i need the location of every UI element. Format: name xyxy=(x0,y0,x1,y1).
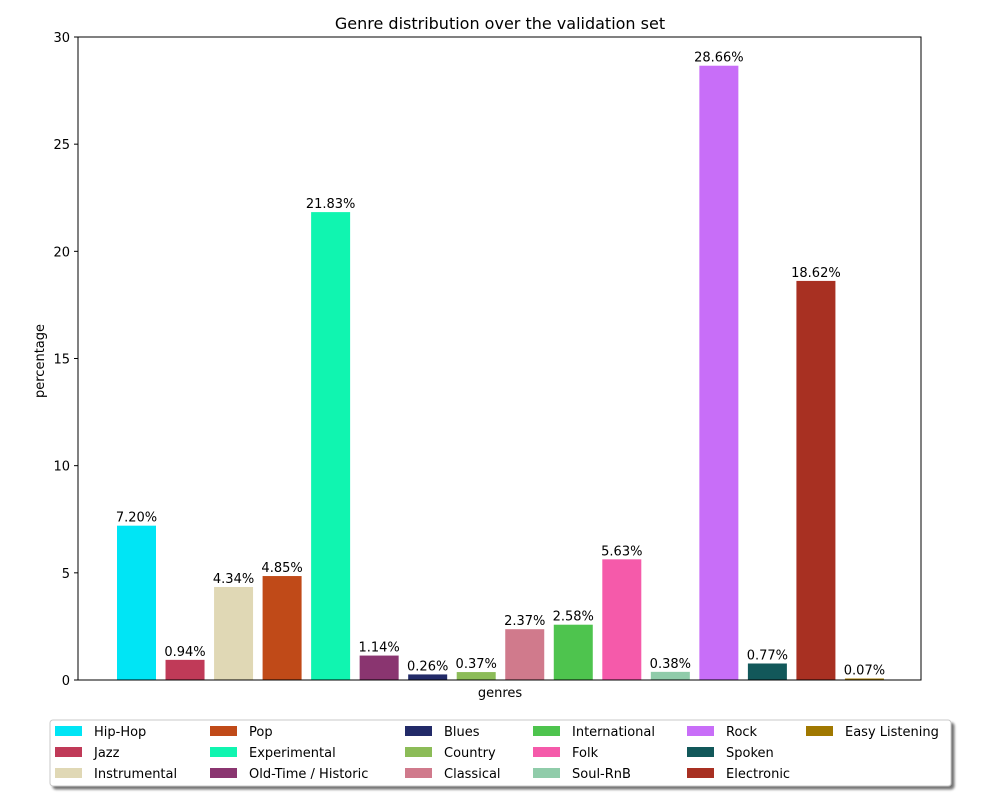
bar-classical xyxy=(505,629,545,680)
legend: Hip-Hop Jazz Instrumental Pop Experimental Ol… xyxy=(49,719,952,787)
bar-country xyxy=(456,672,496,680)
legend-label-easy-listening: Easy Listening xyxy=(845,725,939,740)
legend-label-electronic: Electronic xyxy=(726,767,790,782)
legend-label-folk: Folk xyxy=(572,746,599,761)
bar-value-label-rock: 28.66% xyxy=(694,51,744,66)
bar-rock xyxy=(699,65,739,681)
legend-label-pop: Pop xyxy=(249,725,273,740)
legend-label-hip-hop: Hip-Hop xyxy=(94,725,146,740)
bar-value-label-country: 0.37% xyxy=(456,657,497,672)
bar-value-label-soul-rnb: 0.38% xyxy=(650,657,691,672)
bar-spoken xyxy=(747,663,787,680)
y-axis: 0 5 10 15 20 25 30 xyxy=(53,31,78,689)
legend-swatch-soul-rnb xyxy=(533,768,560,778)
value-label-group: 7.20% 0.94% 4.34% 4.85% 21.83% 1.14% 0.26% 0.37… xyxy=(116,51,885,679)
bar-instrumental xyxy=(214,586,254,680)
y-tick-label: 5 xyxy=(62,567,70,582)
legend-swatch-jazz xyxy=(55,747,82,757)
bar-value-label-instrumental: 4.34% xyxy=(213,572,254,587)
bar-old-time-historic xyxy=(359,655,399,680)
legend-swatch-electronic xyxy=(687,768,714,778)
legend-swatch-blues xyxy=(405,726,432,736)
bar-value-label-experimental: 21.83% xyxy=(306,197,356,212)
y-tick-label: 25 xyxy=(53,138,70,153)
y-axis-label: percentage xyxy=(33,324,48,398)
legend-label-instrumental: Instrumental xyxy=(94,767,177,782)
legend-swatch-pop xyxy=(210,726,237,736)
legend-swatch-easy-listening xyxy=(806,726,833,736)
legend-swatch-country xyxy=(405,747,432,757)
bar-easy-listening xyxy=(844,678,884,680)
bar-value-label-old-time-historic: 1.14% xyxy=(358,641,399,656)
legend-label-spoken: Spoken xyxy=(726,746,774,761)
bar-hip-hop xyxy=(117,525,156,680)
bar-international xyxy=(553,624,593,680)
y-tick-label: 10 xyxy=(53,460,70,475)
bar-value-label-hip-hop: 7.20% xyxy=(116,511,157,526)
bar-jazz xyxy=(165,659,205,680)
bar-value-label-folk: 5.63% xyxy=(601,544,642,559)
legend-label-old-time-historic: Old-Time / Historic xyxy=(249,767,368,782)
bar-value-label-international: 2.58% xyxy=(553,610,594,625)
legend-label-blues: Blues xyxy=(444,725,480,740)
bar-group xyxy=(117,65,884,681)
bar-experimental xyxy=(311,212,351,680)
y-tick-label: 0 xyxy=(62,674,70,689)
bar-soul-rnb xyxy=(650,671,690,680)
legend-label-rock: Rock xyxy=(726,725,758,740)
legend-swatch-old-time-historic xyxy=(210,768,237,778)
plot-frame xyxy=(77,36,922,681)
bar-value-label-pop: 4.85% xyxy=(261,561,302,576)
bar-electronic xyxy=(796,280,836,680)
bar-value-label-easy-listening: 0.07% xyxy=(844,663,885,678)
y-tick-label: 30 xyxy=(53,31,70,46)
legend-swatch-experimental xyxy=(210,747,237,757)
bar-value-label-classical: 2.37% xyxy=(504,614,545,629)
bar-value-label-jazz: 0.94% xyxy=(164,645,205,660)
legend-swatch-spoken xyxy=(687,747,714,757)
bar-blues xyxy=(408,674,448,680)
bar-folk xyxy=(602,559,642,680)
legend-label-classical: Classical xyxy=(444,767,501,782)
legend-label-experimental: Experimental xyxy=(249,746,336,761)
legend-label-international: International xyxy=(572,725,655,740)
chart-title: Genre distribution over the validation s… xyxy=(335,14,665,33)
x-axis-label: genres xyxy=(478,686,523,701)
legend-swatch-hip-hop xyxy=(55,726,82,736)
legend-swatch-classical xyxy=(405,768,432,778)
legend-swatch-folk xyxy=(533,747,560,757)
bar-value-label-spoken: 0.77% xyxy=(747,648,788,663)
bar-value-label-electronic: 18.62% xyxy=(791,266,841,281)
legend-swatch-international xyxy=(533,726,560,736)
legend-label-country: Country xyxy=(444,746,496,761)
y-tick-label: 15 xyxy=(53,353,70,368)
legend-frame xyxy=(49,719,952,787)
bar-value-label-blues: 0.26% xyxy=(407,659,448,674)
bar-pop xyxy=(262,576,302,680)
legend-swatch-instrumental xyxy=(55,768,82,778)
legend-items: Hip-Hop Jazz Instrumental Pop Experimental Ol… xyxy=(55,725,939,782)
legend-label-soul-rnb: Soul-RnB xyxy=(572,767,631,782)
y-tick-label: 20 xyxy=(53,245,70,260)
legend-swatch-rock xyxy=(687,726,714,736)
legend-label-jazz: Jazz xyxy=(93,746,120,761)
